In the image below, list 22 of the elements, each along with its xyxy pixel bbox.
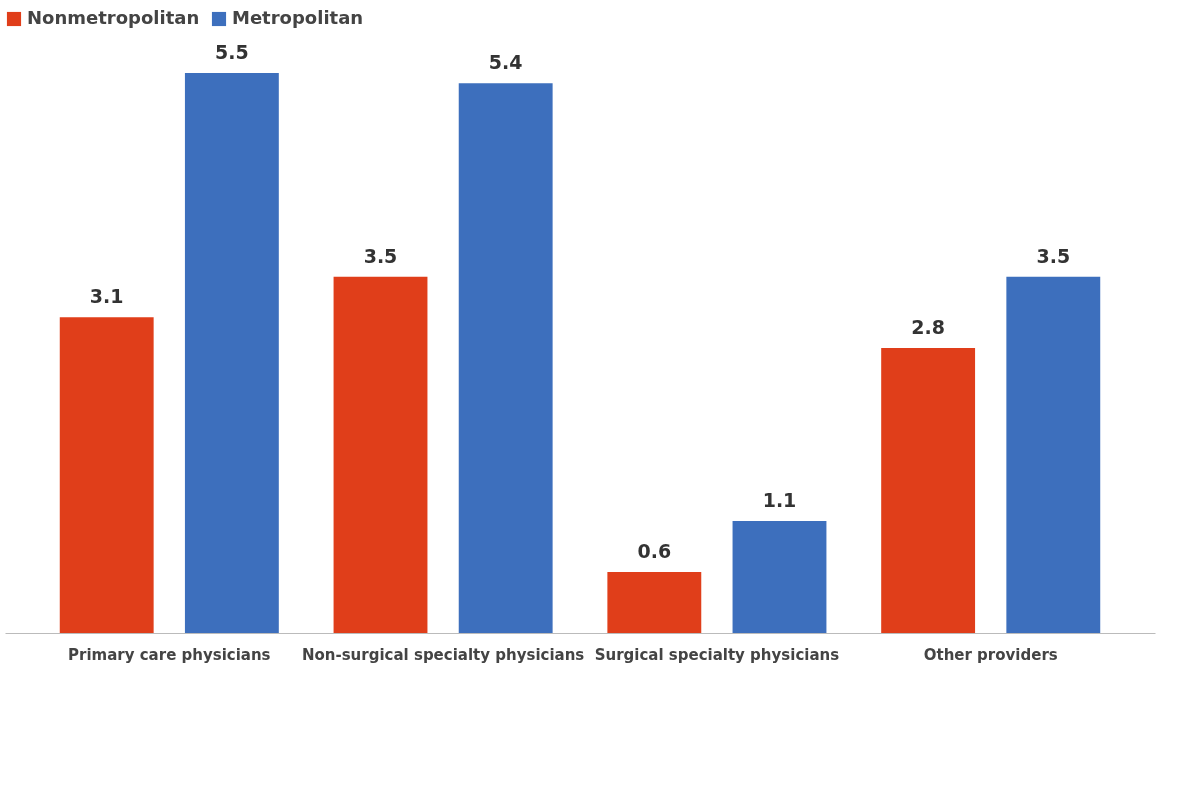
x-tick-label: Surgical specialty physicians [594,645,840,664]
x-tick-label: Other providers [923,645,1058,664]
data-label: 3.5 [1036,244,1071,267]
bar [607,571,702,633]
bar [184,73,279,633]
data-label: 5.5 [215,41,249,63]
data-label: 0.6 [637,539,672,562]
bar [458,83,553,633]
bar [59,317,154,633]
legend-label: Nonmetropolitan [27,7,200,28]
x-tick-label: Non-surgical specialty physicians [301,645,585,664]
bar [732,521,827,633]
bar [333,276,428,633]
data-label: 1.1 [762,489,797,511]
x-tick-label: Primary care physicians [68,645,271,664]
bar [1006,276,1101,633]
legend-label: Metropolitan [232,7,364,28]
bar [881,347,976,633]
data-label: 2.8 [911,315,945,338]
data-label: 3.1 [89,285,124,308]
data-label: 5.4 [488,51,523,74]
data-label: 3.5 [363,244,398,267]
